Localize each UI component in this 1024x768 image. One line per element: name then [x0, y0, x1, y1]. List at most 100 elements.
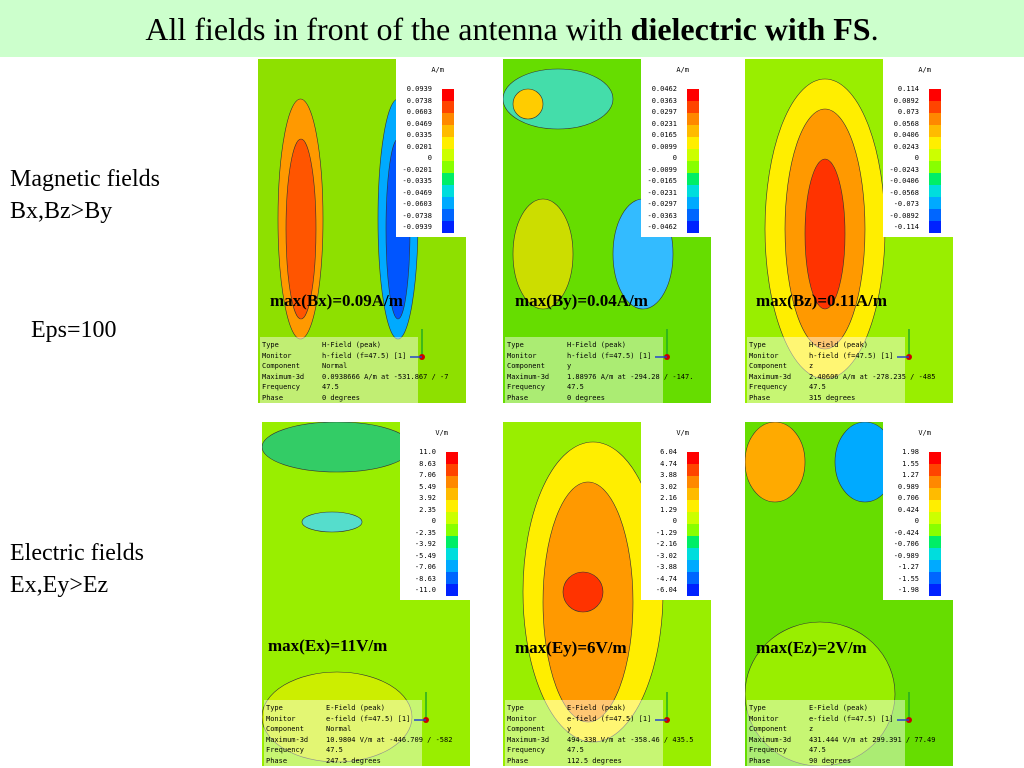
max-value-label: max(Ez)=2V/m [756, 638, 867, 657]
info-key: Type [266, 704, 283, 712]
color-legend: V/m 6.04 4.74 3.88 3.02 2.16 1.29 0 -1.29 -2.16 -3… [641, 422, 711, 600]
info-key: Frequency [266, 746, 304, 754]
legend-color-swatch [446, 452, 458, 464]
info-value: E-Field (peak) [809, 704, 869, 712]
legend-level: -0.0243 [889, 165, 919, 174]
legend-level: 0.0297 [651, 108, 677, 116]
info-value: 0 degrees [322, 393, 360, 402]
legend-level: 0.0939 [406, 85, 432, 93]
info-value: 0.0938666 A/m at -531.867 / -7 [322, 372, 449, 381]
legend-color-swatch [929, 560, 941, 572]
info-key: Component [749, 362, 787, 370]
legend-color-swatch [687, 584, 699, 596]
info-value: y [567, 725, 572, 733]
legend-level: 6.04 [660, 448, 677, 456]
legend-level: -0.0231 [647, 188, 677, 197]
legend-color-swatch [442, 137, 454, 149]
info-key: Component [507, 362, 545, 370]
legend-level: -0.0939 [402, 223, 432, 231]
monitor-info-box: Type H-Field (peak) Monitor h-field (f=47.5… [260, 337, 448, 403]
info-value: e-field (f=47.5) [1] [326, 714, 411, 723]
legend-unit: V/m [435, 429, 448, 437]
info-value: 0 degrees [567, 393, 605, 402]
field-contour-region [262, 422, 413, 473]
legend-level: -0.424 [893, 528, 919, 537]
legend-color-swatch [687, 452, 699, 464]
legend-color-swatch [446, 560, 458, 572]
legend-color-bar [929, 89, 941, 233]
legend-level: -0.0892 [889, 211, 919, 220]
info-value: 47.5 [809, 383, 826, 391]
info-value: Normal [322, 362, 348, 370]
legend-level: -11.0 [414, 586, 436, 594]
info-value: 10.9804 V/m at -446.709 / -582 [326, 735, 453, 744]
magnetic-fields-label: Magnetic fields Bx,Bz>By [10, 163, 160, 227]
legend-color-swatch [687, 209, 699, 221]
legend-level: -0.0738 [402, 211, 432, 220]
info-value: z [809, 362, 814, 370]
legend-color-swatch [929, 512, 941, 524]
field-contour-region [804, 158, 846, 310]
info-key: Monitor [507, 351, 537, 360]
color-legend: V/m 11.0 8.63 7.06 5.49 3.92 2.35 0 -2.35 -3.92 -5… [400, 422, 470, 600]
legend-level: -0.073 [893, 200, 919, 208]
legend-level: -7.06 [414, 563, 436, 571]
legend-unit: A/m [431, 66, 444, 74]
legend-level: -1.98 [897, 586, 919, 594]
legend-color-swatch [687, 89, 699, 101]
legend-level: 0 [427, 154, 432, 162]
field-contour-region [285, 138, 317, 320]
legend-color-swatch [929, 209, 941, 221]
info-key: Phase [266, 756, 288, 765]
legend-color-swatch [687, 572, 699, 584]
legend-color-swatch [687, 125, 699, 137]
title-suffix: . [870, 11, 879, 47]
legend-color-swatch [929, 125, 941, 137]
info-key: Component [507, 725, 545, 733]
info-key: Type [507, 341, 524, 349]
magnetic-line1: Magnetic fields [10, 166, 160, 192]
legend-level: -0.0568 [889, 188, 919, 197]
magnetic-line2: Bx,Bz>By [10, 198, 113, 224]
info-key: Type [749, 704, 766, 712]
legend-color-swatch [929, 89, 941, 101]
legend-color-swatch [929, 548, 941, 560]
info-key: Maximum-3d [266, 735, 309, 744]
info-key: Type [262, 341, 279, 349]
title-prefix: All fields in front of the antenna with [145, 11, 631, 47]
field-contour-region [301, 511, 363, 533]
legend-level: 0.0406 [893, 131, 919, 139]
field-contour-region [512, 88, 544, 120]
info-key: Component [266, 725, 304, 733]
info-key: Type [507, 704, 524, 712]
legend-level: 0.0462 [651, 85, 677, 93]
info-value: 431.444 V/m at 299.391 / 77.49 [809, 735, 936, 744]
info-value: 247.5 degrees [326, 756, 381, 765]
info-key: Type [749, 341, 766, 349]
axis-triad-icon [410, 329, 425, 360]
legend-unit: A/m [918, 66, 931, 74]
monitor-info-box: Type E-Field (peak) Monitor e-field (f=47.5… [505, 700, 693, 766]
legend-color-bar [929, 452, 941, 596]
legend-level: 0.114 [897, 85, 919, 93]
field-contour-region [745, 621, 896, 766]
legend-color-swatch [446, 524, 458, 536]
legend-level: -8.63 [414, 574, 436, 583]
field-contour-region [262, 671, 413, 763]
info-value: h-field (f=47.5) [1] [809, 351, 894, 360]
legend-color-swatch [442, 125, 454, 137]
legend-color-swatch [687, 197, 699, 209]
legend-color-swatch [929, 488, 941, 500]
legend-level: 0 [431, 517, 436, 525]
info-value: y [567, 362, 572, 370]
info-value: H-Field (peak) [322, 341, 382, 349]
field-plot-by: A/m 0.0462 0.0363 0.0297 0.0231 0.0165 0.0099 0… [503, 59, 711, 403]
monitor-info-box: Type H-Field (peak) Monitor h-field (f=47.5… [747, 337, 935, 403]
legend-color-swatch [442, 197, 454, 209]
legend-color-swatch [929, 173, 941, 185]
legend-level: 0.073 [897, 108, 919, 116]
legend-color-swatch [687, 161, 699, 173]
max-value-label: max(Bz)=0.11A/m [756, 291, 888, 310]
legend-level: 0.424 [897, 505, 919, 514]
legend-level: 3.02 [660, 482, 677, 491]
